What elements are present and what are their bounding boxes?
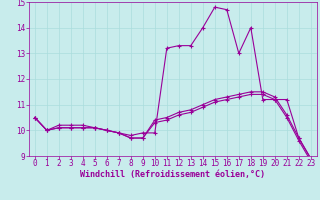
X-axis label: Windchill (Refroidissement éolien,°C): Windchill (Refroidissement éolien,°C) <box>80 170 265 179</box>
